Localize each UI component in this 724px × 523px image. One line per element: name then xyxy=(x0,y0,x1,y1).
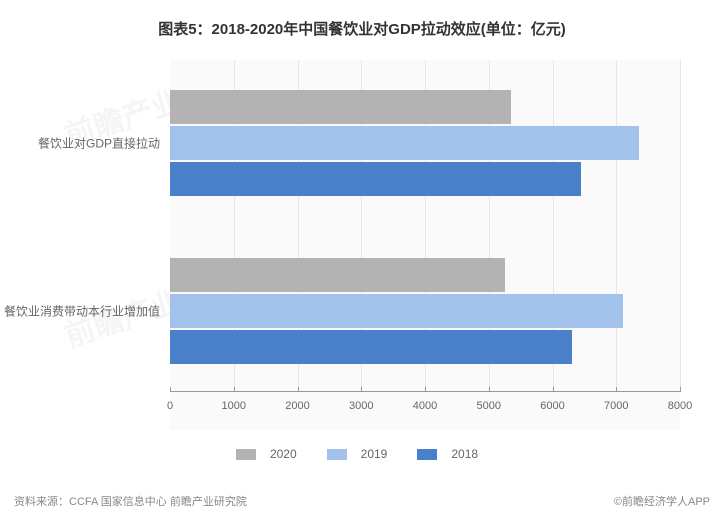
x-tick xyxy=(680,387,681,392)
bar xyxy=(170,162,581,196)
x-tick-label: 1000 xyxy=(222,400,246,412)
x-axis xyxy=(170,391,680,392)
chart-title: 图表5：2018-2020年中国餐饮业对GDP拉动效应(单位：亿元) xyxy=(0,0,724,39)
credit-text: ©前瞻经济学人APP xyxy=(614,493,710,509)
x-tick-label: 4000 xyxy=(413,400,437,412)
legend-item: 2018 xyxy=(417,447,488,461)
y-category-label: 餐饮业消费带动本行业增加值 xyxy=(0,303,160,320)
chart-container: 图表5：2018-2020年中国餐饮业对GDP拉动效应(单位：亿元) 前瞻产业研… xyxy=(0,0,724,523)
bar xyxy=(170,294,623,328)
bar xyxy=(170,90,511,124)
x-tick-label: 3000 xyxy=(349,400,373,412)
y-category-label: 餐饮业对GDP直接拉动 xyxy=(0,135,160,152)
legend-item: 2020 xyxy=(236,447,307,461)
x-tick-label: 8000 xyxy=(668,400,692,412)
gridline xyxy=(616,60,617,392)
plot-area: 010002000300040005000600070008000餐饮业对GDP… xyxy=(170,60,680,430)
legend: 2020 2019 2018 xyxy=(0,447,724,461)
legend-item: 2019 xyxy=(327,447,398,461)
source-text: 资料来源：CCFA 国家信息中心 前瞻产业研究院 xyxy=(14,493,247,509)
gridline xyxy=(680,60,681,392)
legend-swatch xyxy=(327,449,347,460)
legend-label: 2018 xyxy=(451,447,478,461)
x-tick-label: 7000 xyxy=(604,400,628,412)
legend-swatch xyxy=(417,449,437,460)
bar xyxy=(170,330,572,364)
bar xyxy=(170,126,639,160)
bar xyxy=(170,258,505,292)
x-tick-label: 5000 xyxy=(477,400,501,412)
legend-swatch xyxy=(236,449,256,460)
x-tick-label: 0 xyxy=(167,400,173,412)
x-tick-label: 2000 xyxy=(285,400,309,412)
x-tick-label: 6000 xyxy=(540,400,564,412)
legend-label: 2020 xyxy=(270,447,297,461)
legend-label: 2019 xyxy=(361,447,388,461)
